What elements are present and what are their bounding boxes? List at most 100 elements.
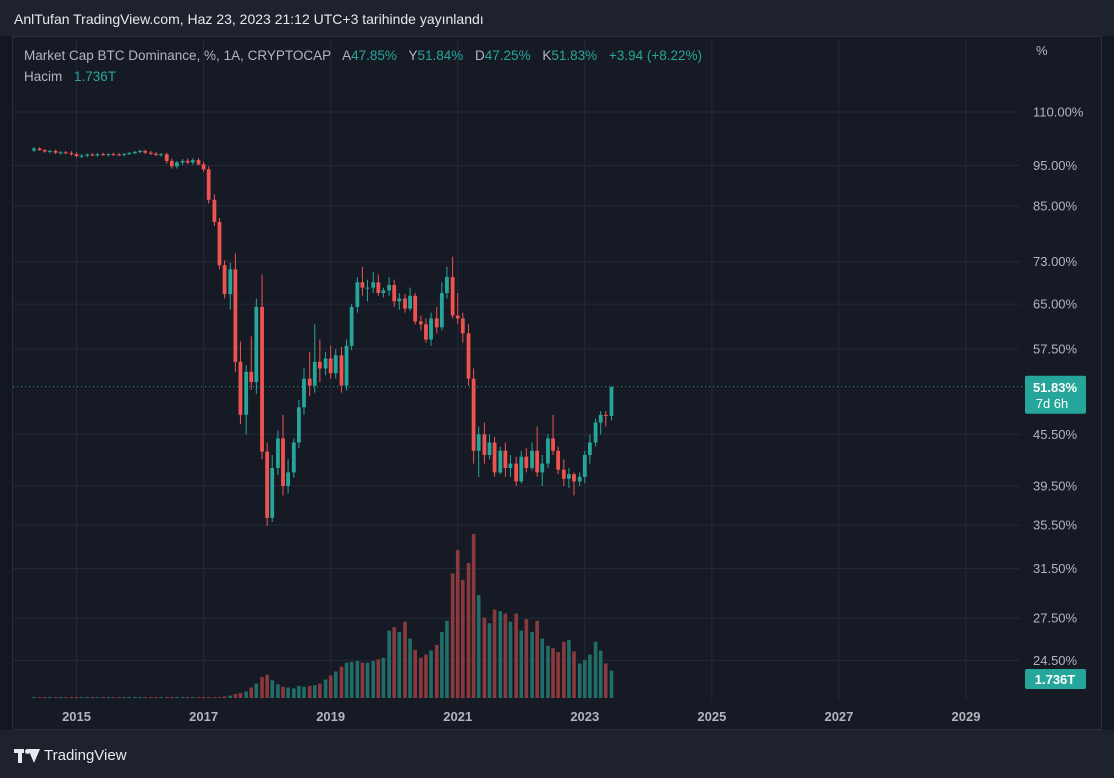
candle-body [524,456,529,468]
x-tick-label: 2017 [189,709,218,724]
candle-body [180,160,185,163]
high-label: Y [408,48,418,63]
candle-body [260,306,264,452]
volume-bar [201,697,206,698]
volume-bar [117,697,121,698]
candle-body [58,152,63,154]
candle-body [106,154,111,156]
candle-body [482,434,487,455]
x-tick-label: 2027 [824,709,853,724]
volume-bar [498,611,503,698]
volume-bar [466,562,471,698]
candle-body [159,154,163,156]
volume-bar [508,621,513,698]
volume-bar [180,697,185,698]
publish-bar: AnlTufan TradingView.com, Haz 23, 2023 2… [0,0,1114,36]
candle-body [254,306,259,383]
volume-bar [170,697,174,698]
candle-body [455,315,460,319]
volume-bar [598,650,603,698]
volume-bar [546,645,550,698]
candle-body [508,463,513,468]
x-tick-label: 2029 [952,709,981,724]
candle-body [85,154,90,156]
volume-bar [355,661,360,698]
candle-body [567,474,571,479]
volume-value: 1.736T [74,69,117,84]
x-tick-label: 2023 [570,709,599,724]
candle-body [286,472,290,486]
volume-bar [408,638,412,698]
candle-body [276,438,280,468]
volume-bar [371,661,376,698]
y-tick-label: 57.50% [1033,341,1078,356]
volume-bar [79,697,84,698]
symbol-title[interactable]: Market Cap BTC Dominance, %, 1A, CRYPTOC… [24,48,332,63]
volume-bar [461,579,465,698]
volume-bar [249,687,254,698]
candle-body [582,454,587,477]
candle-body [196,160,201,165]
candle-body [37,148,42,151]
volume-bar [69,697,74,698]
volume-bar [63,697,68,698]
volume-bar [376,659,381,698]
price-axis: 110.00% 95.00% 85.00% 73.00% 65.00% 57.50% 45.… [1033,105,1084,668]
volume-bar [53,697,58,698]
volume-bar [333,671,338,698]
candle-body [530,450,534,468]
close-label: K [542,48,552,63]
volume-bar [349,661,354,698]
candle-body [445,277,449,294]
tradingview-brand[interactable]: TradingView [14,747,127,764]
volume-bar [482,617,487,698]
volume-bar [276,684,280,698]
last-price-badge-bg [1025,375,1086,414]
candle-body [413,295,418,322]
change-value: +3.94 (+8.22%) [608,48,702,63]
open-value: 47.85% [351,48,397,63]
candle-body [593,422,598,443]
volume-bar [381,657,386,698]
volume-bar [196,697,201,698]
candle-body [365,287,370,289]
volume-bar [307,685,312,698]
volume-bar [503,613,508,698]
legend-volume-row: Hacim 1.736T [24,66,702,87]
volume-bar [122,697,126,698]
candle-body [572,474,576,482]
volume-bar [524,619,529,698]
candle-body [95,154,100,156]
volume-bar [603,663,608,698]
volume-bar [551,648,555,698]
candle-body [466,333,471,379]
y-tick-label: 73.00% [1033,254,1078,269]
volume-bar [492,609,497,698]
candle-body [228,269,233,295]
volume-bar [133,697,137,698]
volume-label[interactable]: Hacim [24,69,63,84]
candle-body [53,150,58,153]
candle-body [244,371,249,415]
candle-body [206,169,211,200]
chart-pane[interactable] [12,36,1102,730]
volume-bar [106,697,111,698]
volume-bar [392,627,396,698]
candle-body [201,164,206,170]
candle-body [498,450,503,473]
candle-body [143,150,148,153]
volume-bar [37,697,42,698]
candle-body [249,371,254,383]
volume-bar [445,620,449,698]
candle-body [291,442,296,473]
candle-body [323,358,328,369]
candle-body [556,450,561,470]
candle-body [312,361,317,386]
volume-bar [149,697,153,698]
last-volume-badge: 1.736T [1025,669,1086,689]
y-tick-label: 110.00% [1033,105,1084,120]
candle-body [222,265,227,295]
candle-body [63,152,68,154]
last-price-value: 51.83% [1033,380,1078,395]
